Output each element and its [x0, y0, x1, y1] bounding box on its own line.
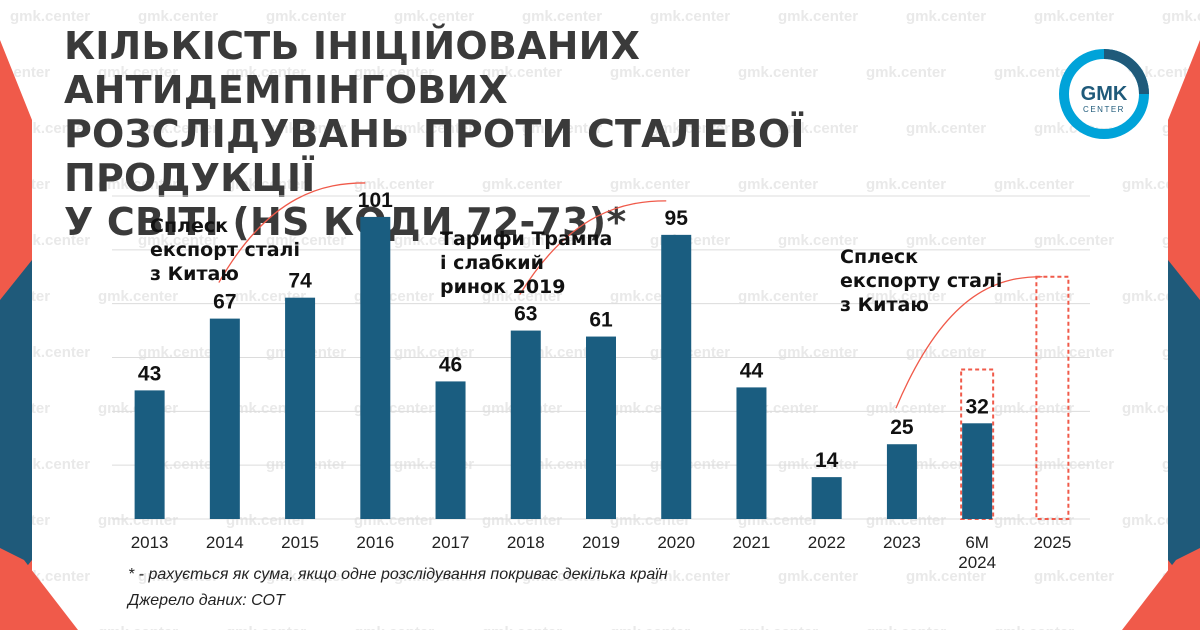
- data-label: 14: [815, 449, 839, 472]
- chart-title: КІЛЬКІСТЬ ІНІЦІЙОВАНИХ АНТИДЕМПІНГОВИХ Р…: [64, 24, 1024, 244]
- bar: [360, 216, 391, 519]
- source-note: Джерело даних: СОТ: [128, 592, 285, 609]
- tick-label: 2017: [432, 533, 470, 552]
- bar: [962, 423, 993, 519]
- title-line-1: КІЛЬКІСТЬ ІНІЦІЙОВАНИХ АНТИДЕМПІНГОВИХ: [64, 24, 641, 112]
- data-label: 67: [213, 291, 236, 314]
- bar: [510, 330, 541, 519]
- right-corner-shape: [1122, 548, 1200, 630]
- left-edge-band: [0, 260, 32, 600]
- tick-label: 2018: [507, 533, 545, 552]
- annotation-connector: [218, 182, 366, 283]
- data-label: 63: [514, 303, 537, 326]
- bar: [736, 387, 767, 519]
- tick-label: 2016: [356, 533, 394, 552]
- right-edge-band: [1168, 260, 1200, 600]
- bar: [134, 390, 165, 519]
- bar: [209, 318, 240, 519]
- logo-text-sub: CENTER: [1083, 105, 1125, 114]
- annotation-text: Сплеск: [150, 215, 228, 237]
- bar: [586, 336, 616, 519]
- tick-label: 2015: [281, 533, 319, 552]
- data-label: 95: [665, 207, 689, 230]
- bar: [886, 444, 917, 519]
- title-line-3: У СВІТІ (HS КОДИ 72-73)*: [64, 200, 627, 244]
- bar: [435, 381, 466, 519]
- title-line-2: РОЗСЛІДУВАНЬ ПРОТИ СТАЛЕВОЇ ПРОДУКЦІЇ: [64, 112, 805, 200]
- tick-label: 2020: [657, 533, 695, 552]
- footnote: * - рахується як сума, якщо одне розслід…: [128, 566, 668, 583]
- data-label: 25: [890, 416, 914, 439]
- data-label: 43: [138, 362, 161, 385]
- data-label: 61: [589, 309, 613, 332]
- projection-bar-outline: [1035, 275, 1070, 520]
- annotation-text: експорт сталі: [150, 239, 300, 261]
- bar: [661, 234, 692, 519]
- data-label: 32: [965, 395, 988, 418]
- gmk-center-logo: GMK CENTER: [1059, 49, 1149, 139]
- tick-label: 6М: [965, 533, 989, 552]
- tick-label: 2021: [733, 533, 771, 552]
- data-label: 46: [439, 353, 462, 376]
- tick-label: 2022: [808, 533, 846, 552]
- annotation-text: експорту сталі: [840, 270, 1002, 292]
- annotation-text: і слабкий: [440, 252, 544, 274]
- annotation-text: Сплеск: [840, 246, 918, 268]
- data-label: 74: [288, 270, 312, 293]
- tick-label: 2019: [582, 533, 620, 552]
- logo-text-main: GMK: [1081, 83, 1128, 105]
- annotation-connector: [895, 276, 1043, 409]
- tick-label: 2025: [1033, 533, 1071, 552]
- tick-label: 2024: [958, 553, 996, 572]
- annotation-text: з Китаю: [150, 263, 239, 285]
- data-label: 44: [740, 359, 764, 382]
- bar: [285, 297, 316, 519]
- tick-label: 2013: [131, 533, 169, 552]
- left-corner-shape: [0, 548, 78, 630]
- annotation-text: Тарифи Трампа: [440, 228, 612, 250]
- annotation-text: ринок 2019: [440, 276, 566, 298]
- bar: [811, 477, 842, 519]
- annotation-text: з Китаю: [840, 294, 929, 316]
- annotation-connector: [519, 200, 667, 295]
- tick-label: 2023: [883, 533, 921, 552]
- data-label: 101: [358, 189, 393, 212]
- tick-label: 2014: [206, 533, 244, 552]
